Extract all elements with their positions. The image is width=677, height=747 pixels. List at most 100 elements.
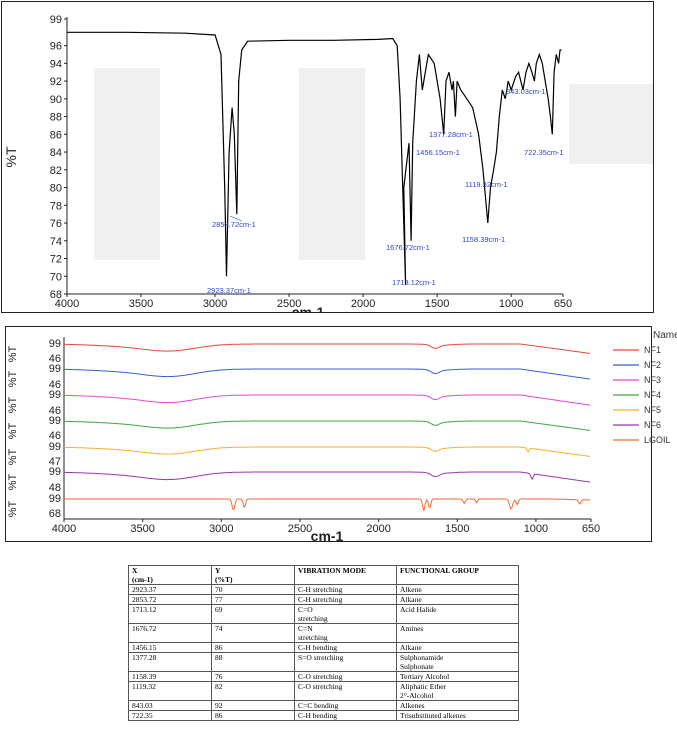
cell-text: C=N [298, 624, 313, 633]
cell-y: 74 [211, 623, 295, 643]
peak-annotation: 1158.39cm-1 [462, 235, 505, 244]
y-axis-label: %T [7, 370, 19, 387]
cell-functional-group: Trisubstituted alkenes [396, 710, 519, 721]
x-tick-label: 3500 [130, 523, 154, 535]
y-tick-label: 48 [49, 482, 61, 494]
cell-text: C-H bending [298, 711, 337, 720]
y-tick-label: 76 [50, 218, 62, 230]
cell-text: 76 [215, 672, 223, 681]
cell-text: Sulphonamide [400, 653, 444, 662]
cell-y: 86 [211, 642, 295, 653]
cell-text: Tertiary Alcohol [400, 672, 450, 681]
x-tick-label: 1000 [499, 298, 523, 310]
y-tick-label: 99 [49, 441, 61, 453]
cell-functional-group: Alkenes [396, 700, 519, 711]
cell-text: stretching [298, 633, 328, 642]
cell-x: 843.03 [128, 700, 212, 711]
cell-text: 2853.72 [132, 595, 157, 604]
cell-vibration-mode: C=O stretching [294, 604, 397, 624]
legend-title: Name [653, 330, 677, 341]
cell-functional-group: Alkane [396, 594, 519, 605]
y-tick-label: 80 [50, 183, 62, 195]
cell-text: 1158.39 [132, 672, 157, 681]
cell-functional-group: Acid Halide [396, 604, 519, 624]
legend: Name NF1 NF2 NF3 NF4 NF5 NF6 LGOIL [613, 330, 677, 445]
cell-text: 74 [215, 624, 223, 633]
y-tick-label: 90 [50, 94, 62, 106]
cell-vibration-mode: C-H bending [294, 710, 397, 721]
cell-text: stretching [298, 614, 328, 623]
cell-text: S=O stretching [298, 653, 344, 662]
cell-functional-group: Alkane [396, 642, 519, 653]
cell-text: 92 [215, 701, 223, 710]
x-tick-label: 1500 [445, 523, 469, 535]
cell-x: 1377.28 [128, 652, 212, 672]
series-line-lgoil [64, 498, 591, 512]
cell-text: C-O stretching [298, 682, 343, 691]
peak-annotation: 1456.15cm-1 [416, 148, 460, 157]
y-axis-label: %T [3, 146, 19, 167]
cell-vibration-mode: C-H stretching [294, 594, 397, 605]
cell-vibration-mode: S=O stretching [294, 652, 397, 672]
y-tick-label: 92 [50, 76, 62, 88]
cell-functional-group: Amines [396, 623, 519, 643]
y-tick-label: 46 [49, 405, 61, 417]
y-tick-label: 94 [50, 58, 62, 70]
x-axis-label: cm-1 [311, 528, 344, 541]
cell-text: 1119.32 [132, 682, 156, 691]
x-tick-label: 2000 [351, 298, 375, 310]
x-axis-label: cm-1 [292, 304, 325, 312]
cell-y: 88 [211, 652, 295, 672]
cell-functional-group: Tertiary Alcohol [396, 671, 519, 682]
cell-x: 1119.32 [128, 681, 212, 701]
x-tick-label: 3500 [129, 298, 153, 310]
cell-text: 77 [215, 595, 223, 604]
cell-text: C-O stretching [298, 672, 343, 681]
y-tick-label: 70 [50, 271, 62, 283]
cell-y: 92 [211, 700, 295, 711]
table-row: 1456.15 86 C-H bending Alkane [128, 642, 519, 653]
table-row: 843.03 92 C=C bending Alkenes [128, 700, 519, 711]
cell-text: 69 [215, 605, 223, 614]
cell-x: 1713.12 [128, 604, 212, 624]
cell-x: 2923.37 [128, 584, 212, 595]
x-tick-label: 2500 [288, 523, 312, 535]
header-functional-group: FUNCTIONAL GROUP [396, 565, 519, 585]
cell-y: 86 [211, 710, 295, 721]
cell-text: 70 [215, 585, 223, 594]
table-row: 1158.39 76 C-O stretching Tertiary Alcohol [128, 671, 519, 682]
cell-y: 77 [211, 594, 295, 605]
cell-text: C=O [298, 605, 313, 614]
cell-vibration-mode: C=N stretching [294, 623, 397, 643]
cell-text: 86 [215, 643, 223, 652]
cell-text: 722.35 [132, 711, 153, 720]
background-patch [94, 68, 160, 260]
cell-text: 88 [215, 653, 223, 662]
cell-text: Acid Halide [400, 605, 437, 614]
table-row: 1676.72 74 C=N stretching Amines [128, 623, 519, 643]
table-row: 722.35 86 C-H bending Trisubstituted alkene… [128, 710, 519, 721]
y-tick-label: 46 [49, 353, 61, 365]
header-vibration-mode: VIBRATION MODE [294, 565, 397, 585]
y-axis-label: %T [7, 473, 19, 490]
cell-vibration-mode: C-O stretching [294, 681, 397, 701]
y-tick-label: 88 [50, 112, 62, 124]
series-line-nf2 [64, 368, 591, 380]
cell-x: 2853.72 [128, 594, 212, 605]
y-tick-label: 99 [49, 415, 61, 427]
y-tick-label: 99 [49, 493, 61, 505]
cell-text: Trisubstituted alkenes [400, 711, 466, 720]
y-tick-label: 74 [50, 236, 62, 248]
ftir-spectrum-panel: 99 96 94 92 90 88 86 84 82 80 78 76 74 72 70 68 4000 3500… [1, 1, 654, 320]
table-row: 2853.72 77 C-H stretching Alkane [128, 594, 519, 605]
cell-x: 1158.39 [128, 671, 212, 682]
cell-y: 76 [211, 671, 295, 682]
peak-annotation: 722.35cm-1 [524, 148, 564, 157]
y-tick-label: 72 [50, 254, 62, 266]
cell-text: Sulphonate [400, 662, 434, 671]
y-axis-label: %T [7, 448, 19, 465]
background-patch [569, 84, 653, 164]
cell-x: 722.35 [128, 710, 212, 721]
cell-text: Alkane [400, 595, 422, 604]
